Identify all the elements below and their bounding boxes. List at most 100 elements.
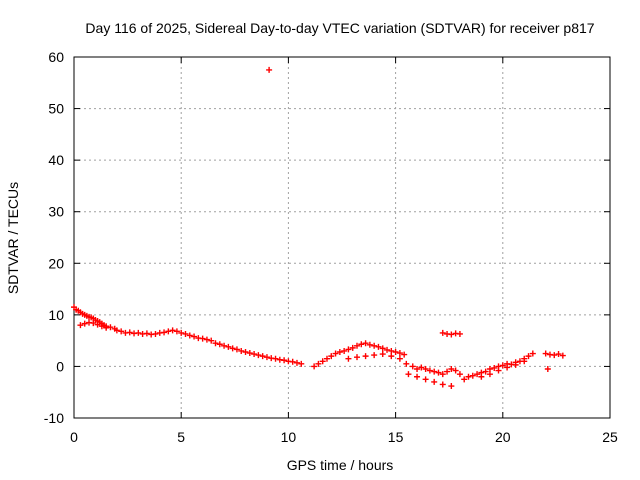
data-point <box>328 353 335 360</box>
y-tick-label: 50 <box>48 101 64 117</box>
data-point <box>199 335 206 342</box>
data-point <box>152 330 159 337</box>
data-point <box>452 367 459 374</box>
data-point <box>354 342 361 349</box>
data-point <box>486 366 493 373</box>
data-point <box>77 322 84 329</box>
data-point <box>94 321 101 328</box>
data-point <box>311 363 318 370</box>
data-point <box>281 357 288 364</box>
data-point <box>298 360 305 367</box>
data-point <box>379 351 386 358</box>
data-point <box>401 351 408 358</box>
plot-frame <box>73 56 611 419</box>
data-points <box>71 66 566 390</box>
data-point <box>542 350 549 357</box>
axis-ticks <box>73 56 611 419</box>
data-point <box>208 337 215 344</box>
data-point <box>448 366 455 373</box>
data-point <box>358 341 365 348</box>
data-point <box>315 360 322 367</box>
data-point <box>135 329 142 336</box>
data-point <box>126 329 133 336</box>
data-point <box>435 369 442 376</box>
data-point <box>414 373 421 380</box>
data-point <box>238 347 245 354</box>
data-point <box>388 353 395 360</box>
x-tick-label: 0 <box>70 429 78 445</box>
data-point <box>212 340 219 347</box>
data-point <box>448 331 455 338</box>
data-point <box>375 343 382 350</box>
y-tick-label: 60 <box>48 49 64 65</box>
data-point <box>345 346 352 353</box>
y-tick-label: 20 <box>48 255 64 271</box>
x-axis-label: GPS time / hours <box>287 457 394 473</box>
x-tick-label: 10 <box>281 429 297 445</box>
data-point <box>525 353 532 360</box>
data-point <box>403 360 410 367</box>
data-point <box>559 352 566 359</box>
data-point <box>216 341 223 348</box>
data-point <box>332 350 339 357</box>
data-point <box>551 352 558 359</box>
data-point <box>439 371 446 378</box>
data-point <box>349 344 356 351</box>
data-point <box>384 346 391 353</box>
data-point <box>392 348 399 355</box>
data-point <box>107 324 114 331</box>
data-point <box>289 358 296 365</box>
data-point <box>225 343 232 350</box>
data-point <box>143 330 150 337</box>
data-point <box>431 368 438 375</box>
data-point <box>81 320 88 327</box>
data-point <box>495 367 502 374</box>
data-point <box>251 351 258 358</box>
data-point <box>555 351 562 358</box>
data-point <box>422 376 429 383</box>
y-tick-label: 40 <box>48 152 64 168</box>
data-point <box>319 358 326 365</box>
data-point <box>486 371 493 378</box>
y-tick-label: -10 <box>44 410 64 426</box>
data-point <box>341 347 348 354</box>
data-point <box>418 364 425 371</box>
data-point <box>345 355 352 362</box>
data-point <box>178 329 185 336</box>
data-point <box>499 362 506 369</box>
data-point <box>426 367 433 374</box>
data-point <box>323 355 330 362</box>
data-point <box>544 366 551 373</box>
data-point <box>203 336 210 343</box>
data-point <box>465 373 472 380</box>
data-point <box>90 320 97 327</box>
data-point <box>362 353 369 360</box>
data-point <box>396 350 403 357</box>
data-point <box>362 340 369 347</box>
data-point <box>422 366 429 373</box>
data-point <box>409 363 416 370</box>
data-point <box>98 323 105 330</box>
y-tick-label: 0 <box>56 358 64 374</box>
data-point <box>255 352 262 359</box>
y-tick-label: 10 <box>48 307 64 323</box>
data-point <box>469 372 476 379</box>
data-point <box>371 342 378 349</box>
data-point <box>482 368 489 375</box>
y-tick-label: 30 <box>48 204 64 220</box>
data-point <box>491 364 498 371</box>
data-point <box>529 350 536 357</box>
data-point <box>266 66 273 73</box>
data-point <box>461 376 468 383</box>
chart-title: Day 116 of 2025, Sidereal Day-to-day VTE… <box>85 20 594 36</box>
x-tick-label: 25 <box>602 429 618 445</box>
data-point <box>444 368 451 375</box>
data-point <box>186 332 193 339</box>
data-point <box>182 330 189 337</box>
data-point <box>371 352 378 359</box>
data-point <box>272 355 279 362</box>
data-point <box>169 327 176 334</box>
data-point <box>221 342 228 349</box>
data-point <box>456 371 463 378</box>
